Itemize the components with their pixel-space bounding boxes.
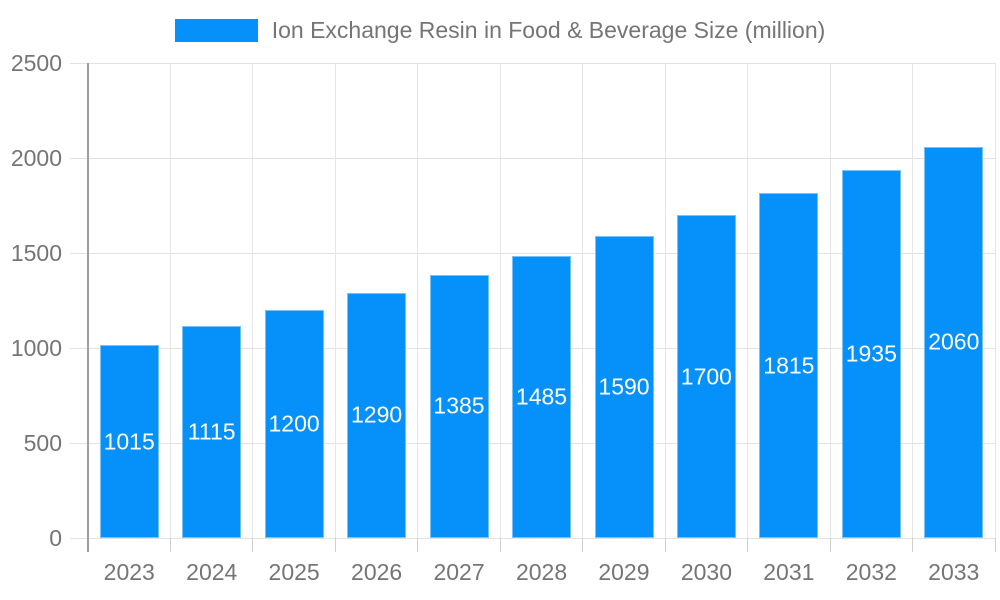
x-axis-tick-label: 2033: [928, 559, 980, 585]
bar-value-label: 1115: [187, 418, 236, 445]
x-gridline: [170, 63, 171, 538]
x-axis-tick: [664, 538, 666, 552]
bar-value-label: 1385: [433, 392, 485, 419]
y-axis-tick-label: 500: [23, 430, 62, 456]
bar-2023[interactable]: 1015: [99, 345, 159, 538]
bar-value-label: 1590: [598, 373, 650, 400]
y-gridline: [70, 157, 995, 159]
x-axis-tick-label: 2032: [845, 559, 897, 585]
y-axis-tick-label: 1000: [10, 335, 62, 361]
x-axis-tick: [912, 538, 913, 552]
bar-value-label: 1200: [268, 410, 320, 437]
x-axis-tick: [829, 538, 831, 552]
x-gridline: [499, 63, 501, 538]
y-gridline: [70, 537, 995, 539]
bar-value-label: 1290: [351, 401, 403, 428]
y-axis-tick-label: 1500: [10, 240, 62, 266]
bar-2029[interactable]: 1590: [594, 235, 654, 538]
x-gridline: [994, 63, 996, 538]
bar-value-label: 1815: [763, 352, 815, 379]
x-gridline: [747, 63, 749, 538]
x-gridline: [582, 63, 584, 538]
bar-value-label: 2060: [928, 328, 980, 355]
x-axis-tick-label: 2030: [680, 559, 733, 585]
legend-swatch: [174, 19, 258, 42]
bar-2027[interactable]: 1385: [429, 274, 489, 538]
y-axis-line: [87, 63, 89, 552]
bar-value-label: 1700: [680, 363, 732, 389]
x-gridline: [829, 63, 831, 538]
bar-value-label: 1935: [845, 340, 897, 367]
bar-2031[interactable]: 1815: [759, 193, 819, 538]
x-axis-tick: [334, 538, 336, 552]
x-axis-tick-label: 2031: [763, 559, 815, 585]
y-axis-tick-label: 2500: [10, 50, 62, 76]
x-axis-tick: [170, 538, 171, 552]
x-axis-tick: [582, 538, 584, 552]
bar-2032[interactable]: 1935: [841, 170, 901, 538]
y-axis-tick-label: 0: [49, 525, 62, 551]
legend: Ion Exchange Resin in Food & Beverage Si…: [0, 17, 1000, 44]
x-axis-tick-label: 2027: [433, 559, 485, 585]
x-gridline: [334, 63, 336, 538]
x-axis-tick: [994, 538, 996, 552]
chart-title: Ion Exchange Resin in Food & Beverage Si…: [271, 17, 826, 43]
x-axis-tick-label: 2025: [268, 559, 320, 585]
x-axis-tick: [252, 538, 254, 552]
x-axis-tick-label: 2024: [186, 559, 238, 585]
x-axis-tick-label: 2028: [515, 559, 568, 585]
y-gridline: [70, 252, 995, 254]
bar-2024[interactable]: 1115: [182, 326, 242, 538]
bar-2026[interactable]: 1290: [347, 292, 407, 538]
y-axis-tick-label: 2000: [10, 145, 62, 171]
bar-value-label: 1015: [103, 428, 155, 455]
bar-2033[interactable]: 2060: [924, 146, 984, 538]
x-gridline: [912, 63, 913, 538]
bar-value-label: 1485: [515, 383, 568, 410]
x-axis-tick-label: 2026: [351, 559, 403, 585]
x-axis-tick: [747, 538, 749, 552]
x-axis-tick: [499, 538, 501, 552]
bar-2028[interactable]: 1485: [512, 255, 571, 538]
y-gridline: [70, 62, 995, 64]
bar-2025[interactable]: 1200: [264, 310, 324, 538]
x-gridline: [417, 63, 419, 538]
x-gridline: [252, 63, 254, 538]
x-axis-tick-label: 2029: [598, 559, 650, 585]
x-axis-tick: [417, 538, 419, 552]
bar-2030[interactable]: 1700: [676, 215, 736, 538]
x-gridline: [664, 63, 666, 538]
x-axis-tick-label: 2023: [103, 559, 155, 585]
